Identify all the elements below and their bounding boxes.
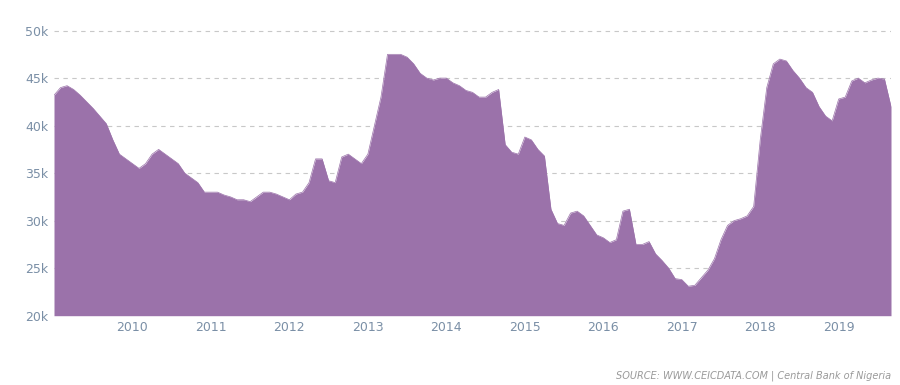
Text: SOURCE: WWW.CEICDATA.COM | Central Bank of Nigeria: SOURCE: WWW.CEICDATA.COM | Central Bank … [616, 371, 891, 381]
